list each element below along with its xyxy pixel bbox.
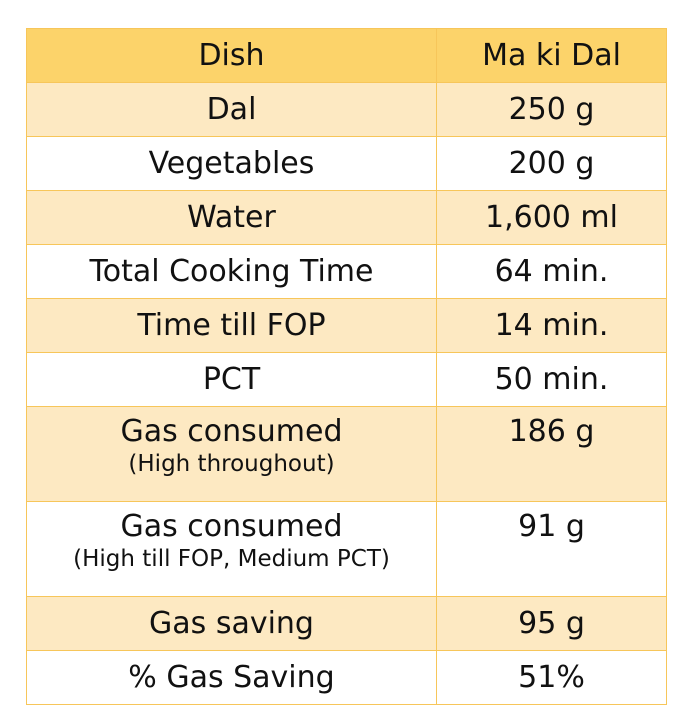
row-note: (High throughout) (128, 451, 335, 477)
header-dish-name: Ma ki Dal (436, 28, 667, 83)
row-label: Gas saving (26, 596, 437, 651)
row-value: 200 g (436, 136, 667, 191)
row-value: 64 min. (436, 244, 667, 299)
row-value: 91 g (436, 501, 667, 597)
row-value: 250 g (436, 82, 667, 137)
row-value: 14 min. (436, 298, 667, 353)
table-row: % Gas Saving 51% (26, 650, 667, 705)
row-value: 95 g (436, 596, 667, 651)
gas-saving-table: Dish Ma ki Dal Dal 250 g Vegetables 200 … (26, 28, 667, 705)
table-header-row: Dish Ma ki Dal (26, 28, 667, 83)
table-row: Water 1,600 ml (26, 190, 667, 245)
row-label: Water (26, 190, 437, 245)
row-note: (High till FOP, Medium PCT) (73, 546, 390, 572)
header-dish-label: Dish (26, 28, 437, 83)
row-label: Gas consumed (High throughout) (26, 406, 437, 502)
row-label: PCT (26, 352, 437, 407)
table-row: Time till FOP 14 min. (26, 298, 667, 353)
table-row: Dal 250 g (26, 82, 667, 137)
table-row: Gas saving 95 g (26, 596, 667, 651)
row-value: 186 g (436, 406, 667, 502)
row-label: Time till FOP (26, 298, 437, 353)
row-value: 51% (436, 650, 667, 705)
table-row: Vegetables 200 g (26, 136, 667, 191)
row-label: Vegetables (26, 136, 437, 191)
row-label: Dal (26, 82, 437, 137)
table-row: Gas consumed (High throughout) 186 g (26, 406, 667, 502)
row-label: Total Cooking Time (26, 244, 437, 299)
table-row: PCT 50 min. (26, 352, 667, 407)
row-value: 1,600 ml (436, 190, 667, 245)
table-row: Total Cooking Time 64 min. (26, 244, 667, 299)
row-value: 50 min. (436, 352, 667, 407)
row-label: Gas consumed (High till FOP, Medium PCT) (26, 501, 437, 597)
row-label: % Gas Saving (26, 650, 437, 705)
table-row: Gas consumed (High till FOP, Medium PCT)… (26, 501, 667, 597)
